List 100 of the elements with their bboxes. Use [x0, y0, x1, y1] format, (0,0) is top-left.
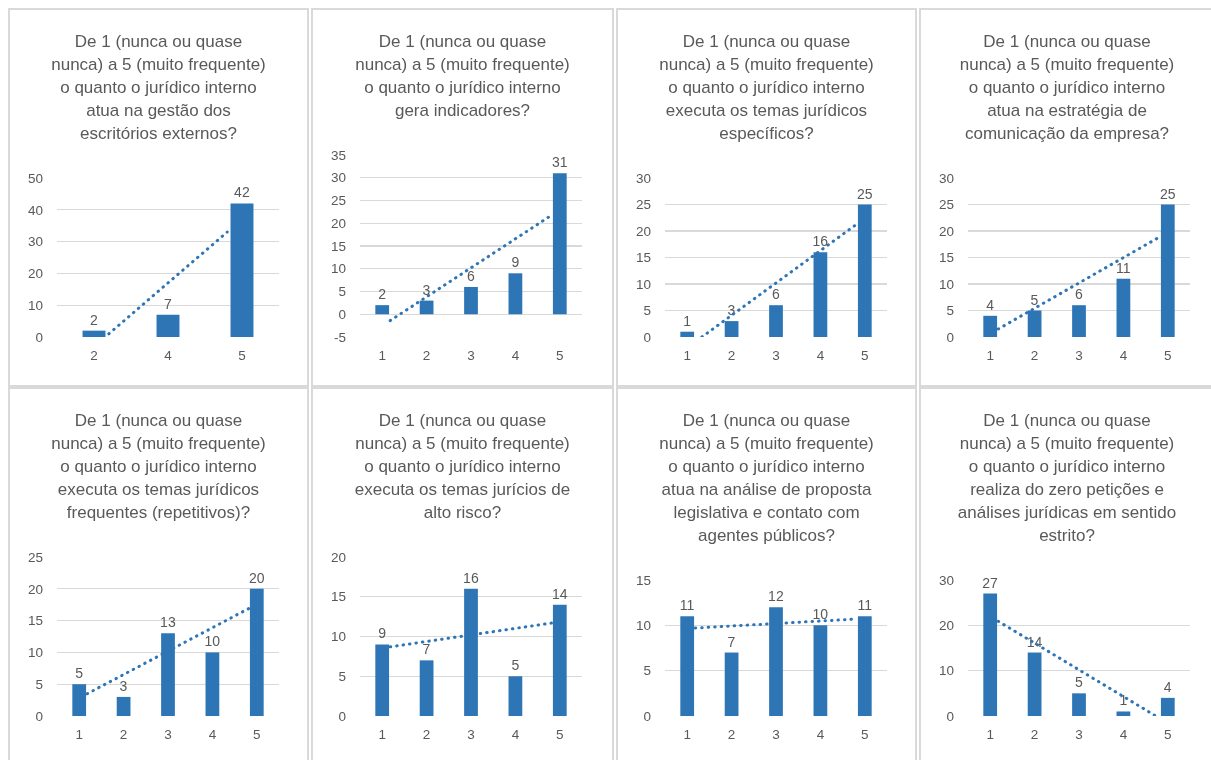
- bar: [508, 676, 523, 716]
- y-tick-label: 5: [35, 676, 43, 692]
- y-tick-label: 25: [938, 197, 954, 213]
- x-tick-label: 3: [772, 347, 780, 363]
- data-label: 11: [1116, 259, 1131, 276]
- data-label: 9: [511, 254, 520, 271]
- data-label: 11: [857, 597, 873, 614]
- bar: [419, 300, 434, 315]
- x-tick-label: 2: [119, 726, 128, 742]
- bar: [508, 273, 523, 315]
- x-tick-label: 1: [378, 726, 386, 742]
- y-tick-label: 35: [330, 147, 346, 163]
- x-tick-label: 5: [556, 726, 564, 742]
- y-tick-label: 5: [338, 668, 346, 684]
- y-tick-label: 15: [635, 572, 651, 588]
- x-tick-label: 4: [816, 347, 825, 363]
- bar: [230, 203, 254, 337]
- data-label: 6: [1075, 286, 1083, 303]
- x-tick-label: 5: [556, 347, 564, 363]
- y-tick-label: 50: [27, 170, 43, 186]
- y-tick-label: 0: [338, 708, 346, 724]
- x-tick-label: 5: [1164, 726, 1172, 742]
- x-tick-label: 2: [422, 726, 431, 742]
- x-tick-label: 4: [816, 726, 825, 742]
- data-label: 13: [160, 614, 176, 631]
- data-label: 7: [164, 295, 172, 312]
- y-tick-label: 30: [27, 234, 43, 250]
- x-tick-label: 3: [1075, 347, 1083, 363]
- y-tick-label: 0: [35, 708, 43, 724]
- bar: [1116, 278, 1131, 337]
- data-label: 27: [982, 574, 999, 591]
- y-tick-label: 10: [27, 645, 43, 661]
- data-label: 5: [511, 657, 520, 674]
- x-tick-label: 1: [986, 726, 994, 742]
- x-tick-label: 1: [378, 347, 386, 363]
- y-tick-label: 10: [635, 276, 651, 292]
- data-label: 5: [1030, 291, 1039, 308]
- chart-title: De 1 (nunca ou quase nunca) a 5 (muito frequente) o quanto o jurídico interno atua na gestão dos escritórios externos?: [50, 31, 267, 145]
- chart-title: De 1 (nunca ou quase nunca) a 5 (muito frequente) o quanto o jurídico interno atua na estratégia de comunicação da empresa?: [958, 31, 1176, 145]
- y-tick-label: 25: [330, 193, 346, 209]
- data-label: 4: [986, 296, 995, 313]
- x-tick-label: 3: [1075, 726, 1083, 742]
- y-tick-label: 5: [946, 303, 954, 319]
- y-tick-label: 0: [643, 329, 651, 345]
- data-label: 25: [856, 185, 873, 202]
- y-tick-label: 10: [330, 261, 346, 277]
- x-tick-label: 2: [727, 347, 736, 363]
- bar: [205, 652, 220, 716]
- y-tick-label: 0: [946, 708, 954, 724]
- x-tick-label: 4: [164, 347, 173, 363]
- bar: [1027, 652, 1042, 716]
- data-label: 10: [812, 606, 829, 623]
- data-label: 14: [551, 585, 568, 602]
- chart-title: De 1 (nunca ou quase nunca) a 5 (muito frequente) o quanto o jurídico interno atua na análise de proposta legislativa e contato com agentes públicos?: [658, 410, 875, 547]
- data-label: 10: [204, 633, 221, 650]
- bar: [724, 652, 739, 716]
- data-label: 12: [768, 588, 784, 605]
- x-tick-label: 2: [1030, 726, 1039, 742]
- y-tick-label: 30: [635, 170, 651, 186]
- data-label: 1: [683, 312, 692, 329]
- data-label: 11: [679, 597, 695, 614]
- x-tick-label: 1: [75, 726, 83, 742]
- data-label: 5: [75, 665, 84, 682]
- y-tick-label: 25: [27, 549, 43, 565]
- y-tick-label: 10: [938, 663, 954, 679]
- x-tick-label: 3: [467, 726, 475, 742]
- bar: [1160, 204, 1175, 337]
- y-tick-label: 20: [330, 215, 346, 231]
- y-tick-label: 15: [330, 238, 346, 254]
- bar: [375, 305, 390, 315]
- x-tick-label: 4: [511, 347, 520, 363]
- y-tick-label: 20: [27, 581, 43, 597]
- y-tick-label: 20: [938, 223, 954, 239]
- data-label: 7: [727, 633, 736, 650]
- y-tick-label: 15: [635, 250, 651, 266]
- line-series: [107, 230, 229, 336]
- chart-title: De 1 (nunca ou quase nunca) a 5 (muito frequente) o quanto o jurídico interno executa os temas jurídicos específicos?: [658, 31, 875, 145]
- bar: [680, 331, 695, 337]
- bar: [419, 660, 434, 716]
- bar: [82, 330, 106, 337]
- y-tick-label: 10: [330, 629, 346, 645]
- x-tick-label: 3: [164, 726, 172, 742]
- y-tick-label: 20: [330, 549, 346, 565]
- y-tick-label: 0: [946, 329, 954, 345]
- bar: [552, 173, 567, 315]
- y-tick-label: 5: [643, 663, 651, 679]
- data-label: 25: [1159, 185, 1176, 202]
- bar: [1116, 711, 1131, 716]
- y-tick-label: 30: [938, 170, 954, 186]
- bar: [116, 696, 131, 716]
- data-label: 4: [1163, 678, 1172, 695]
- x-tick-label: 1: [986, 347, 994, 363]
- bar: [1072, 693, 1086, 716]
- chart-title: De 1 (nunca ou quase nunca) a 5 (muito frequente) o quanto o jurídico interno realiza do zero petições e análises jurídicas em sentido estrito?: [956, 410, 1178, 547]
- y-tick-label: 5: [338, 284, 346, 300]
- bar: [156, 314, 180, 337]
- y-tick-label: 15: [330, 589, 346, 605]
- data-label: 3: [422, 281, 431, 298]
- y-tick-label: 20: [27, 266, 43, 282]
- bar: [1072, 305, 1086, 337]
